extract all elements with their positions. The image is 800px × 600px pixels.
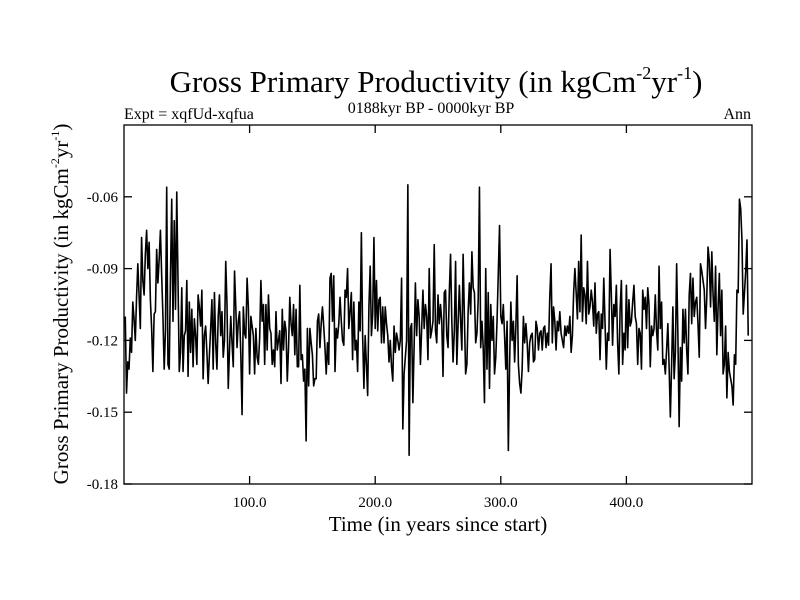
x-tick-label-2: 300.0 — [484, 495, 518, 511]
chart-title-unit-yr: yr — [651, 64, 678, 99]
chart-title-exponent-2: -1 — [677, 63, 692, 83]
plot-frame — [123, 124, 753, 485]
y-axis-label-text: Gross Primary Productivity (in kgCm — [49, 168, 73, 484]
chart-title-text: Gross Primary Productivity (in kgCm — [170, 64, 637, 99]
y-axis: -0.06 -0.09 -0.12 -0.15 -0.18 — [87, 190, 752, 493]
y-tick-label-0: -0.06 — [87, 190, 119, 206]
y-tick-label-1: -0.09 — [87, 262, 118, 278]
y-axis-label: Gross Primary Productivity (in kgCm-2yr-… — [48, 124, 73, 485]
series-layer — [124, 184, 750, 457]
chart-title-close: ) — [692, 64, 702, 99]
x-axis: 100.0 200.0 300.0 400.0 — [233, 125, 644, 511]
x-axis-label: Time (in years since start) — [329, 512, 548, 536]
y-tick-label-4: -0.18 — [87, 477, 118, 493]
chart-title: Gross Primary Productivity (in kgCm-2yr-… — [170, 63, 703, 99]
experiment-label: Expt = xqfUd-xqfua — [124, 106, 254, 123]
y-tick-label-2: -0.12 — [87, 333, 118, 349]
y-tick-label-3: -0.15 — [87, 405, 118, 421]
y-axis-label-exponent-2: -1 — [48, 131, 62, 141]
series-line-gpp — [124, 184, 750, 457]
x-tick-label-1: 200.0 — [358, 495, 392, 511]
period-label: 0188kyr BP - 0000kyr BP — [348, 100, 515, 117]
x-tick-label-3: 400.0 — [610, 495, 644, 511]
season-label: Ann — [723, 106, 751, 123]
y-axis-label-unit-yr: yr — [49, 141, 73, 159]
chart-title-exponent-1: -2 — [636, 63, 651, 83]
x-tick-label-0: 100.0 — [233, 495, 267, 511]
y-axis-label-exponent-1: -2 — [48, 158, 62, 168]
y-axis-label-close: ) — [49, 124, 73, 131]
